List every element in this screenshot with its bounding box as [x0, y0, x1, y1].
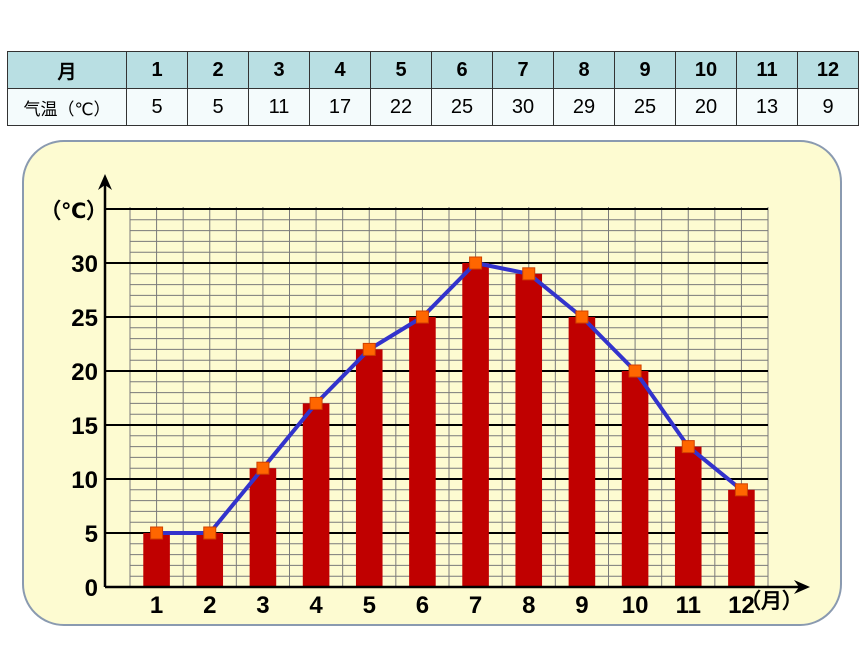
bar [462, 263, 489, 587]
x-tick-label: 3 [256, 592, 269, 619]
line-marker [256, 461, 270, 475]
trend-line [156, 261, 743, 535]
month-cell: 12 [797, 51, 859, 89]
line-marker [681, 440, 695, 454]
x-tick-label: 5 [363, 592, 376, 619]
bar [409, 317, 436, 587]
temp-cell: 9 [797, 88, 859, 126]
y-axis-arrow [98, 174, 112, 190]
bar [728, 489, 755, 587]
line-marker [734, 483, 748, 497]
bar [621, 371, 649, 587]
month-cell: 4 [309, 51, 371, 89]
month-cell: 7 [492, 51, 554, 89]
line-marker [469, 256, 483, 270]
line-marker [362, 342, 376, 356]
y-tick-label: 30 [71, 251, 98, 278]
bar [249, 468, 277, 587]
y-axis-label: （℃） [40, 199, 107, 223]
month-cell: 9 [614, 51, 676, 89]
x-tick-labels: 1 2 3 4 5 6 7 8 9 10 11 12 [150, 592, 755, 619]
month-cell: 11 [736, 51, 798, 89]
temp-cell: 25 [431, 88, 493, 126]
table-temp-row: 气温（℃） 5 5 11 17 22 25 30 29 25 20 13 9 [7, 88, 859, 126]
bar [302, 403, 330, 587]
x-tick-label: 10 [622, 592, 649, 619]
y-tick-label: 5 [85, 521, 98, 548]
y-tick-labels: 0 5 10 15 20 25 30 [71, 251, 98, 602]
month-cell: 6 [431, 51, 493, 89]
temperature-table: 月 1 2 3 4 5 6 7 8 9 10 11 12 气温（℃） 5 5 1… [7, 51, 859, 126]
x-axis-arrow [794, 580, 810, 594]
y-tick-label: 25 [71, 305, 98, 332]
x-tick-label: 6 [416, 592, 429, 619]
x-axis-label: （月） [740, 589, 803, 613]
bar [143, 533, 170, 587]
bar [568, 317, 596, 587]
line-marker [522, 267, 536, 281]
x-tick-label: 12 [728, 592, 755, 619]
axes [98, 174, 810, 594]
minor-grid [129, 207, 769, 587]
x-tick-label: 1 [150, 592, 163, 619]
bar [515, 273, 543, 587]
x-tick-label: 2 [203, 592, 216, 619]
major-grid [105, 208, 768, 534]
line-marker [415, 310, 429, 324]
x-tick-label: 7 [469, 592, 482, 619]
month-cell: 8 [553, 51, 615, 89]
line-markers [150, 256, 748, 540]
bar [355, 349, 383, 587]
temp-cell: 5 [187, 88, 249, 126]
line-marker [309, 396, 323, 410]
line-marker [203, 526, 217, 540]
x-tick-label: 8 [522, 592, 535, 619]
y-tick-label: 15 [71, 413, 98, 440]
temp-cell: 22 [370, 88, 432, 126]
y-tick-label: 20 [71, 359, 98, 386]
temp-cell: 5 [126, 88, 188, 126]
month-cell: 5 [370, 51, 432, 89]
y-tick-label: 0 [85, 575, 98, 602]
temp-cell: 30 [492, 88, 554, 126]
x-tick-label: 11 [676, 592, 701, 619]
x-tick-label: 9 [575, 592, 588, 619]
bar-series [143, 263, 755, 587]
bar [196, 533, 224, 587]
month-cell: 2 [187, 51, 249, 89]
month-cell: 10 [675, 51, 737, 89]
temp-cell: 25 [614, 88, 676, 126]
month-header-label: 月 [7, 51, 127, 89]
temp-row-label: 气温（℃） [7, 88, 127, 126]
month-cell: 3 [248, 51, 310, 89]
table-header-row: 月 1 2 3 4 5 6 7 8 9 10 11 12 [7, 51, 859, 89]
bar [674, 446, 702, 587]
line-marker [150, 526, 164, 540]
line-marker [575, 310, 589, 324]
temp-cell: 11 [248, 88, 310, 126]
temp-cell: 17 [309, 88, 371, 126]
line-marker [628, 364, 642, 378]
y-tick-label: 10 [71, 467, 98, 494]
x-tick-label: 4 [309, 592, 323, 619]
